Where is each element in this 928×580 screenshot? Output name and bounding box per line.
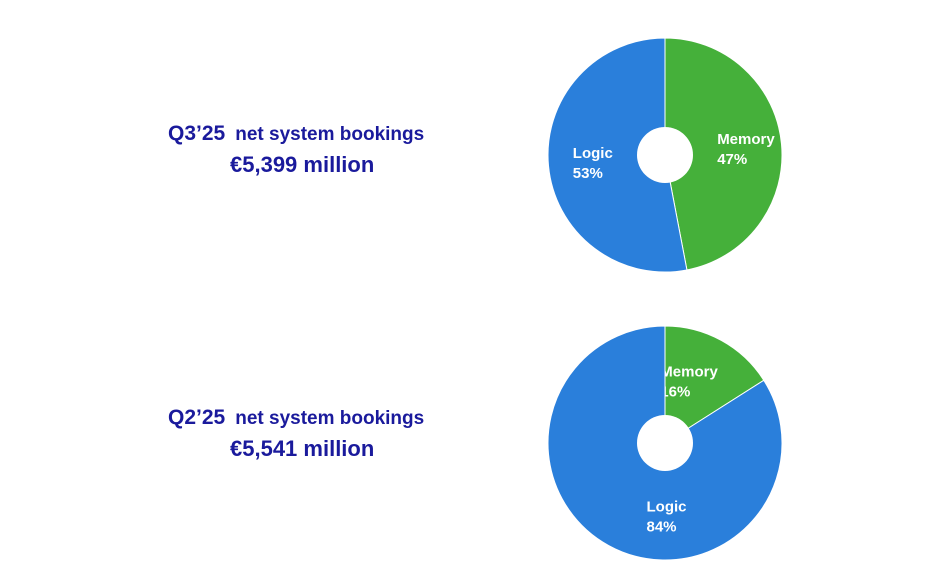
q3-slice-memory [664,37,783,271]
q3-label-logic: Logic 53% [573,145,613,182]
q2-label-memory-value: 16% [660,384,690,401]
q2-pie-chart: Memory 16% Logic 84% [547,325,783,561]
q3-slice-logic [547,37,688,273]
q3-label-logic-name: Logic [573,145,613,162]
q2-label-memory-name: Memory [660,364,718,381]
q3-label-memory-value: 47% [717,151,747,168]
q3-label-logic-value: 53% [573,165,603,182]
q3-title-line: Q3’25 net system bookings [168,122,424,146]
q3-label-block: Q3’25 net system bookings €5,399 million [150,122,480,182]
q2-title-line: Q2’25 net system bookings [168,406,424,430]
q2-donut-hole [637,415,693,471]
q3-quarter-title: Q3’25 [168,122,226,145]
q2-label-block: Q2’25 net system bookings €5,541 million [150,406,480,466]
q3-subtitle: net system bookings [235,124,425,145]
q2-quarter-title: Q2’25 [168,406,226,429]
q3-label-memory-name: Memory [717,131,775,148]
q3-donut-hole [637,127,693,183]
q2-total-amount: €5,541 million [230,436,375,461]
q3-pie-chart: Memory 47% Logic 53% [547,37,783,273]
q2-label-logic-name: Logic [647,499,687,516]
q2-label-logic: Logic 84% [647,499,687,536]
q2-label-memory: Memory 16% [660,364,718,401]
q3-total-amount: €5,399 million [230,152,375,177]
q2-slice-memory [664,325,765,444]
q3-label-memory: Memory 47% [717,131,775,168]
q2-subtitle: net system bookings [235,408,425,429]
q2-label-logic-value: 84% [647,519,677,536]
